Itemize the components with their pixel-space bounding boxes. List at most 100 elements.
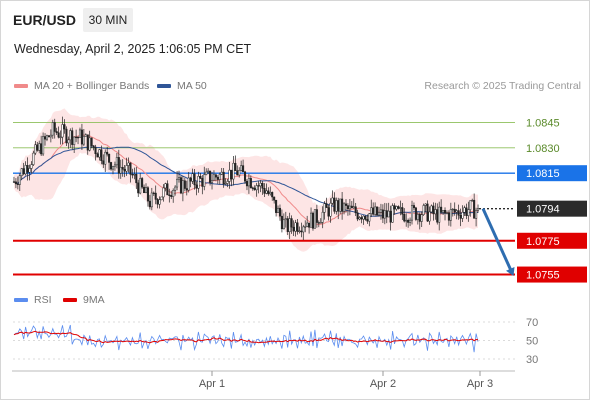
- candle-body: [350, 205, 353, 209]
- candle-body: [449, 209, 452, 221]
- timeframe-button[interactable]: 30 MIN: [83, 8, 133, 32]
- candle-body: [143, 186, 146, 194]
- symbol-label: EUR/USD: [13, 12, 77, 28]
- candle-body: [387, 210, 390, 218]
- candle-body: [335, 200, 338, 212]
- candle-body: [90, 137, 93, 146]
- candle-body: [379, 209, 382, 213]
- candle-body: [185, 188, 188, 191]
- candle-body: [290, 218, 293, 228]
- candle-body: [337, 200, 340, 212]
- candle-body: [475, 209, 478, 219]
- candle-body: [463, 207, 466, 213]
- candle-body: [298, 230, 301, 232]
- level-tag-4: [517, 232, 587, 249]
- candle-body: [222, 171, 225, 185]
- research-credit: Research © 2025 Trading Central: [424, 80, 581, 92]
- candle-body: [150, 192, 153, 208]
- candle-body: [129, 162, 132, 175]
- candle-body: [40, 143, 43, 155]
- legend-ma20: MA 20 + Bollinger Bands: [14, 80, 149, 92]
- candle-body: [434, 209, 437, 215]
- candle-body: [158, 199, 161, 205]
- candle-body: [125, 165, 128, 172]
- candle-body: [451, 208, 454, 211]
- candle-body: [455, 210, 458, 213]
- candle-body: [226, 181, 229, 184]
- candle-body: [393, 205, 396, 210]
- rsi-line: [13, 324, 479, 353]
- legend-ma20-label: MA 20 + Bollinger Bands: [34, 80, 150, 92]
- candle-body: [376, 206, 379, 216]
- candle-body: [187, 177, 190, 191]
- candle-body: [189, 177, 192, 182]
- candle-body: [82, 136, 85, 145]
- candle-body: [232, 162, 235, 180]
- level-tag-2: [517, 165, 587, 182]
- candle-body: [313, 209, 316, 229]
- candle-body: [127, 162, 130, 166]
- candle-body: [261, 182, 264, 189]
- candle-body: [360, 217, 363, 220]
- candle-body: [344, 203, 348, 206]
- legend-ma50: MA 50: [157, 80, 207, 92]
- candle-body: [418, 214, 421, 222]
- candle-body: [106, 151, 109, 155]
- candle-body: [352, 206, 355, 209]
- candle-body: [195, 184, 198, 189]
- candle-body: [152, 192, 155, 195]
- candle-body: [197, 176, 200, 189]
- candle-body: [403, 214, 406, 222]
- candle-body: [327, 207, 330, 217]
- candle-body: [339, 198, 342, 212]
- candle-body: [51, 122, 54, 136]
- candle-body: [183, 180, 186, 189]
- candle-body: [428, 211, 431, 222]
- candle-body: [271, 192, 274, 198]
- candle-body: [26, 165, 29, 173]
- candle-body: [49, 134, 52, 138]
- forecast-arrow: [481, 208, 513, 272]
- level-label-4: 1.0775: [526, 236, 560, 248]
- candle-body: [30, 164, 33, 169]
- level-label-5: 1.0755: [526, 270, 560, 282]
- candle-body: [311, 212, 315, 229]
- candle-body: [247, 178, 250, 187]
- legend-rsi-label: RSI: [34, 294, 52, 306]
- candle-body: [348, 205, 351, 210]
- candle-body: [137, 182, 140, 194]
- rsi-ma-swatch: [63, 298, 77, 302]
- candle-body: [69, 130, 72, 141]
- candle-body: [364, 215, 367, 220]
- candle-body: [282, 219, 285, 230]
- candle-body: [442, 209, 445, 213]
- candle-body: [146, 187, 149, 202]
- candle-body: [144, 187, 148, 194]
- candle-body: [265, 190, 268, 194]
- candle-body: [469, 200, 472, 210]
- level-label-0: 1.0845: [526, 118, 560, 130]
- candle-body: [395, 206, 398, 210]
- candle-body: [296, 222, 299, 232]
- candle-body: [267, 190, 270, 195]
- candle-body: [59, 136, 62, 139]
- rsi-tick-label: 70: [526, 317, 538, 329]
- candle-body: [14, 181, 17, 185]
- candle-body: [278, 207, 282, 217]
- level-label-2: 1.0815: [526, 168, 560, 180]
- candle-body: [12, 181, 15, 183]
- candle-body: [133, 174, 136, 176]
- candle-body: [383, 210, 386, 219]
- ma50-swatch: [157, 84, 171, 88]
- level-label-3: 1.0794: [526, 204, 560, 216]
- candle-body: [473, 199, 476, 219]
- candle-body: [366, 219, 369, 222]
- candle-body: [100, 149, 103, 162]
- candle-body: [117, 157, 120, 174]
- candle-body: [308, 222, 311, 228]
- rsi-tick-label: 30: [526, 354, 538, 366]
- candle-body: [374, 206, 377, 215]
- candle-body: [168, 194, 171, 196]
- candle-body: [164, 183, 167, 189]
